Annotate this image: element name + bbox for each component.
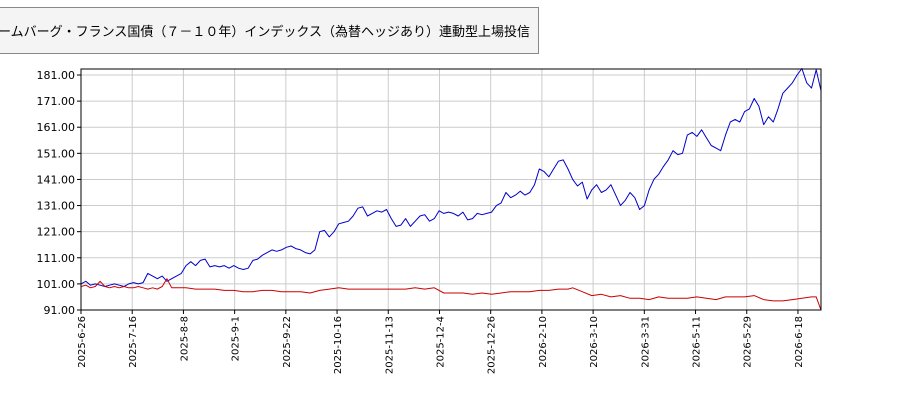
x-tick-label: 2025-9-22	[282, 316, 293, 368]
x-axis-ticks: 2025-6-26 2025-7-16 2025-8-8 2025-9-1 2025-9…	[77, 310, 805, 374]
x-tick-label: 2025-7-16	[128, 316, 139, 368]
plot-area-border	[80, 68, 822, 311]
ratio-series-line	[80, 278, 822, 311]
x-tick-label: 2025-12-4	[435, 316, 446, 368]
x-tick-label: 2026-3-10	[589, 316, 600, 368]
x-tick-label: 2025-9-1	[231, 316, 242, 361]
price-series-line	[80, 68, 822, 287]
y-tick-label: 91.00	[44, 304, 76, 317]
x-tick-label: 2025-10-16	[333, 316, 344, 374]
x-tick-label: 2026-3-31	[640, 316, 651, 368]
x-tick-label: 2025-12-26	[487, 316, 498, 374]
x-tick-label: 2026-5-29	[743, 316, 754, 368]
y-tick-label: 111.00	[37, 252, 76, 265]
y-tick-label: 121.00	[37, 226, 76, 239]
grid-lines	[80, 69, 821, 311]
x-tick-label: 2025-11-13	[384, 316, 395, 374]
x-tick-label: 2026-2-10	[538, 316, 549, 368]
series-lines	[80, 68, 822, 311]
y-tick-label: 171.00	[37, 95, 76, 108]
y-tick-label: 131.00	[37, 200, 76, 213]
y-tick-label: 151.00	[37, 147, 76, 160]
chart-title-box: ームバーグ・フランス国債（７－１０年）インデックス（為替ヘッジあり）連動型上場投…	[0, 7, 539, 54]
x-tick-label: 2025-6-26	[77, 316, 88, 368]
x-tick-label: 2025-8-8	[179, 316, 190, 361]
y-axis-ticks: 181.00 171.00 161.00 151.00 141.00 131.00 121.…	[37, 69, 81, 317]
chart-title: ームバーグ・フランス国債（７－１０年）インデックス（為替ヘッジあり）連動型上場投…	[0, 25, 530, 40]
y-tick-label: 101.00	[37, 278, 76, 291]
x-tick-label: 2026-6-18	[794, 316, 805, 368]
x-tick-label: 2026-5-11	[692, 316, 703, 368]
y-tick-label: 181.00	[37, 69, 76, 82]
y-tick-label: 161.00	[37, 121, 76, 134]
y-tick-label: 141.00	[37, 173, 76, 186]
